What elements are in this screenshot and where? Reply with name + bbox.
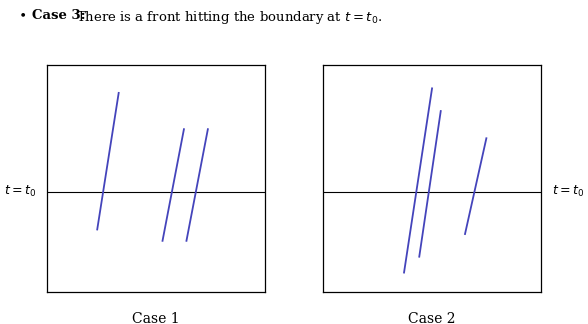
Text: $t = t_0$: $t = t_0$ xyxy=(552,184,584,199)
Text: Case 3:: Case 3: xyxy=(32,9,86,22)
Text: $t = t_0$: $t = t_0$ xyxy=(4,184,36,199)
Text: There is a front hitting the boundary at $t=t_0$.: There is a front hitting the boundary at… xyxy=(76,9,383,26)
Text: Case 1: Case 1 xyxy=(132,312,179,324)
Text: Case 2: Case 2 xyxy=(409,312,456,324)
Text: $\bullet$: $\bullet$ xyxy=(18,9,32,22)
